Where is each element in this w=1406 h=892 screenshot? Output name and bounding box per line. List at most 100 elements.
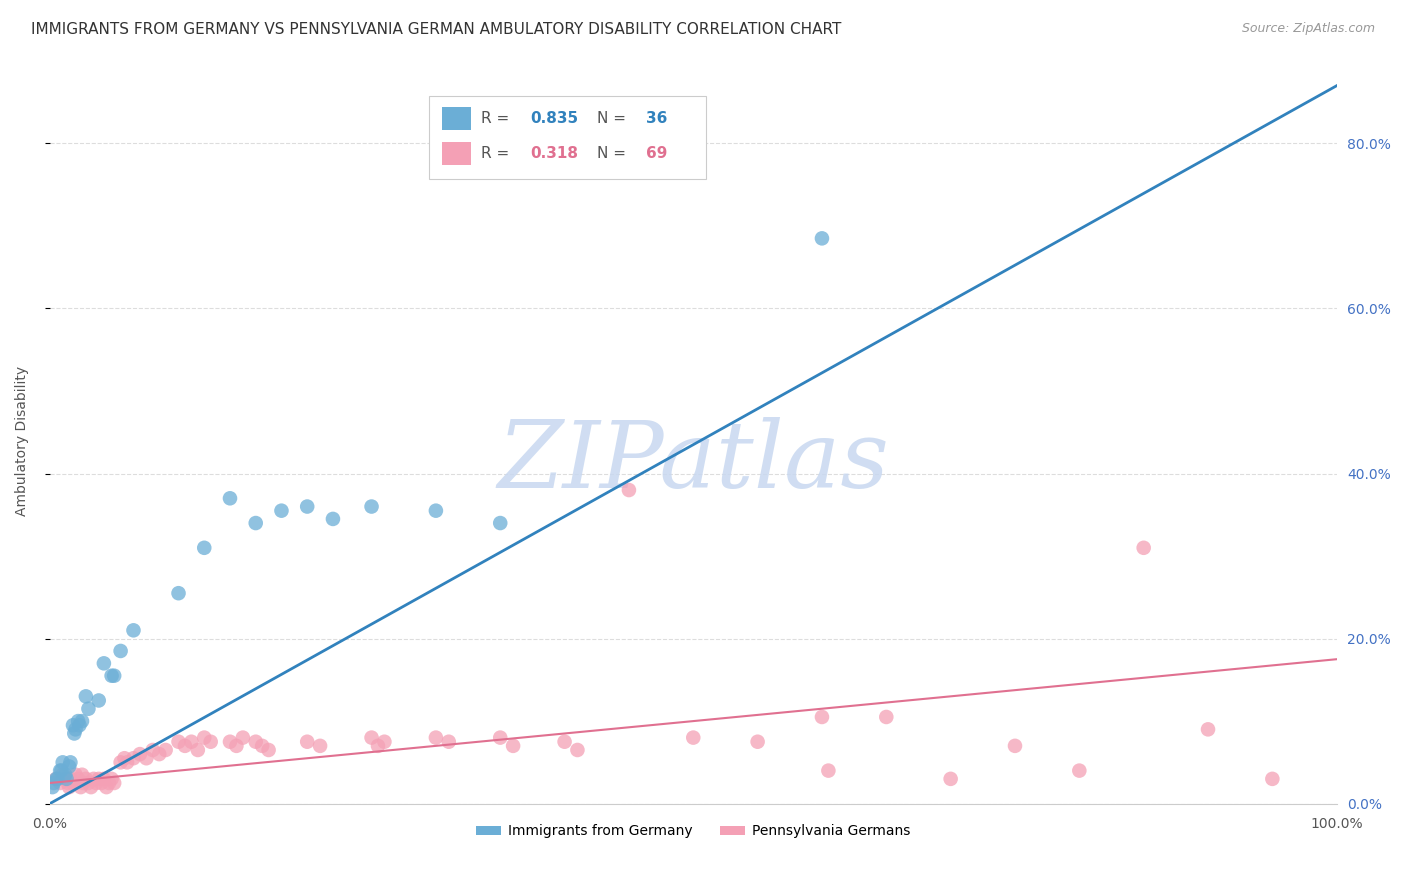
Point — [63, 726, 86, 740]
Point — [174, 739, 197, 753]
Point — [65, 768, 87, 782]
Point — [187, 743, 209, 757]
Point — [103, 669, 125, 683]
Point — [219, 491, 242, 506]
Text: N =: N = — [596, 146, 631, 161]
Point — [167, 586, 190, 600]
Point — [617, 483, 640, 497]
Point — [437, 735, 460, 749]
Point — [46, 772, 69, 786]
Point — [811, 231, 834, 245]
Point — [270, 504, 292, 518]
Point — [45, 772, 67, 786]
Point — [103, 776, 125, 790]
Point — [56, 776, 79, 790]
Point — [49, 776, 72, 790]
Point — [502, 739, 524, 753]
Point — [489, 516, 512, 530]
Point — [58, 780, 80, 794]
Text: Source: ZipAtlas.com: Source: ZipAtlas.com — [1241, 22, 1375, 36]
Point — [811, 710, 834, 724]
Point — [257, 743, 280, 757]
Point — [93, 772, 115, 786]
FancyBboxPatch shape — [443, 142, 471, 165]
Point — [65, 723, 87, 737]
Point — [180, 735, 202, 749]
Point — [489, 731, 512, 745]
Point — [90, 776, 112, 790]
FancyBboxPatch shape — [443, 107, 471, 130]
Text: 69: 69 — [645, 146, 666, 161]
Point — [295, 735, 318, 749]
Point — [110, 756, 132, 770]
Point — [115, 756, 138, 770]
Point — [567, 743, 589, 757]
Point — [245, 735, 267, 749]
Point — [200, 735, 222, 749]
Point — [67, 718, 90, 732]
Point — [232, 731, 254, 745]
Text: N =: N = — [596, 112, 631, 127]
Legend: Immigrants from Germany, Pennsylvania Germans: Immigrants from Germany, Pennsylvania Ge… — [471, 819, 917, 844]
Point — [122, 624, 145, 638]
Point — [77, 702, 100, 716]
Point — [53, 772, 76, 786]
Point — [155, 743, 177, 757]
Point — [67, 772, 90, 786]
Point — [59, 772, 82, 786]
Point — [142, 743, 165, 757]
Point — [80, 780, 103, 794]
Point — [93, 657, 115, 671]
Point — [52, 768, 75, 782]
Point — [135, 751, 157, 765]
Point — [75, 690, 97, 704]
Point — [129, 747, 152, 761]
Point — [58, 759, 80, 773]
Text: ZIPatlas: ZIPatlas — [498, 417, 889, 508]
Point — [70, 714, 93, 728]
Point — [75, 772, 97, 786]
Point — [98, 776, 121, 790]
Point — [939, 772, 962, 786]
Point — [83, 772, 105, 786]
FancyBboxPatch shape — [429, 95, 706, 179]
Point — [114, 751, 136, 765]
Point — [72, 776, 94, 790]
Point — [682, 731, 704, 745]
Point — [148, 747, 170, 761]
Point — [84, 776, 107, 790]
Point — [59, 756, 82, 770]
Point — [167, 735, 190, 749]
Point — [70, 768, 93, 782]
Point — [554, 735, 576, 749]
Point — [49, 764, 72, 778]
Point — [875, 710, 897, 724]
Point — [41, 780, 63, 794]
Point — [225, 739, 247, 753]
Point — [110, 644, 132, 658]
Point — [193, 731, 215, 745]
Point — [425, 504, 447, 518]
Point — [67, 714, 90, 728]
Text: 0.318: 0.318 — [530, 146, 578, 161]
Text: IMMIGRANTS FROM GERMANY VS PENNSYLVANIA GERMAN AMBULATORY DISABILITY CORRELATION: IMMIGRANTS FROM GERMANY VS PENNSYLVANIA … — [31, 22, 841, 37]
Point — [1069, 764, 1091, 778]
Point — [219, 735, 242, 749]
Point — [1004, 739, 1026, 753]
Point — [250, 739, 273, 753]
Point — [62, 776, 84, 790]
Y-axis label: Ambulatory Disability: Ambulatory Disability — [15, 366, 30, 516]
Point — [322, 512, 344, 526]
Text: R =: R = — [481, 112, 515, 127]
Point — [96, 780, 118, 794]
Point — [817, 764, 839, 778]
Point — [425, 731, 447, 745]
Point — [100, 669, 122, 683]
Point — [295, 500, 318, 514]
Point — [77, 776, 100, 790]
Point — [87, 772, 110, 786]
Text: R =: R = — [481, 146, 515, 161]
Point — [100, 772, 122, 786]
Point — [1197, 723, 1219, 737]
Point — [373, 735, 395, 749]
